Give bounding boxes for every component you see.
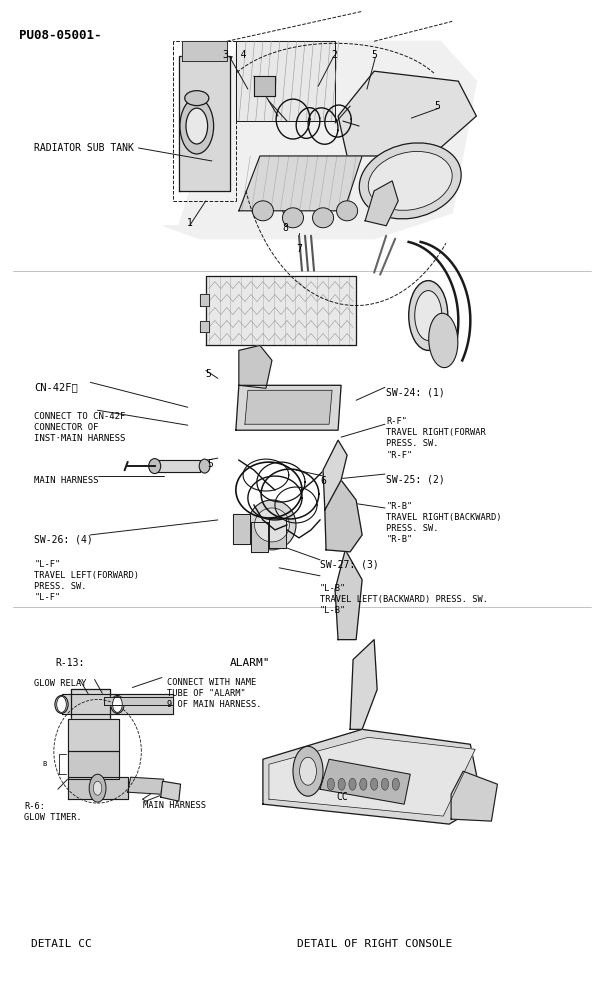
Polygon shape [323, 440, 347, 510]
Text: SW-26: (4): SW-26: (4) [34, 535, 93, 545]
Circle shape [360, 778, 367, 790]
Text: R-F"
TRAVEL RIGHT(FORWAR
PRESS. SW.
"R-F": R-F" TRAVEL RIGHT(FORWAR PRESS. SW. "R-F… [386, 417, 486, 460]
Text: GLOW RELAY: GLOW RELAY [34, 680, 87, 689]
Text: 8: 8 [283, 223, 289, 233]
Polygon shape [62, 694, 173, 714]
Text: "R-B"
TRAVEL RIGHT(BACKWARD)
PRESS. SW.
"R-B": "R-B" TRAVEL RIGHT(BACKWARD) PRESS. SW. … [386, 502, 502, 544]
Polygon shape [179, 56, 230, 191]
Polygon shape [68, 719, 118, 751]
Circle shape [338, 778, 345, 790]
Ellipse shape [409, 281, 448, 350]
Circle shape [349, 778, 356, 790]
Circle shape [293, 746, 323, 796]
Polygon shape [325, 480, 362, 552]
Polygon shape [251, 522, 268, 552]
Polygon shape [155, 460, 200, 472]
Text: RADIATOR SUB TANK: RADIATOR SUB TANK [34, 143, 134, 153]
Polygon shape [245, 390, 332, 424]
Text: R-6:
GLOW TIMER.: R-6: GLOW TIMER. [24, 802, 82, 822]
Text: R-13:: R-13: [56, 658, 85, 668]
Polygon shape [338, 71, 477, 156]
Polygon shape [161, 781, 181, 801]
Polygon shape [200, 294, 209, 306]
Text: 5: 5 [371, 50, 377, 60]
Polygon shape [71, 689, 109, 779]
Polygon shape [320, 759, 410, 804]
Polygon shape [233, 514, 249, 544]
Text: B: B [42, 761, 47, 767]
Text: PU08-05001-: PU08-05001- [19, 29, 102, 42]
Ellipse shape [415, 291, 442, 340]
Text: ALARM": ALARM" [230, 658, 271, 668]
Text: CONNECT WITH NAME
TUBE OF "ALARM"
9 OF MAIN HARNESS.: CONNECT WITH NAME TUBE OF "ALARM" 9 OF M… [167, 678, 261, 709]
Polygon shape [239, 345, 272, 388]
Polygon shape [236, 41, 335, 121]
Polygon shape [182, 41, 227, 61]
Text: 5: 5 [207, 459, 213, 469]
Polygon shape [68, 751, 118, 779]
Text: SW-25: (2): SW-25: (2) [386, 474, 445, 484]
Text: "L-B"
TRAVEL LEFT(BACKWARD) PRESS. SW.
"L-B": "L-B" TRAVEL LEFT(BACKWARD) PRESS. SW. "… [320, 584, 488, 615]
Text: CONNECT TO CN-42F
CONNECTOR OF
INST·MAIN HARNESS: CONNECT TO CN-42F CONNECTOR OF INST·MAIN… [34, 412, 126, 443]
Ellipse shape [55, 695, 68, 713]
Text: SW-27: (3): SW-27: (3) [320, 560, 379, 570]
Circle shape [327, 778, 335, 790]
Text: DETAIL CC: DETAIL CC [31, 939, 92, 949]
Ellipse shape [185, 91, 209, 106]
Ellipse shape [252, 201, 274, 221]
Polygon shape [236, 385, 341, 430]
Text: CC: CC [336, 792, 349, 802]
Text: 6: 6 [320, 476, 326, 486]
Polygon shape [269, 737, 475, 816]
Polygon shape [239, 156, 362, 211]
Polygon shape [164, 41, 477, 239]
Polygon shape [254, 76, 275, 96]
Text: "L-F"
TRAVEL LEFT(FORWARD)
PRESS. SW.
"L-F": "L-F" TRAVEL LEFT(FORWARD) PRESS. SW. "L… [34, 560, 140, 602]
Ellipse shape [336, 201, 358, 221]
Circle shape [392, 778, 399, 790]
Text: 3, 4: 3, 4 [223, 50, 246, 60]
Circle shape [112, 696, 122, 712]
Circle shape [381, 778, 388, 790]
Circle shape [370, 778, 378, 790]
Circle shape [94, 781, 102, 795]
Text: MAIN HARNESS: MAIN HARNESS [34, 476, 99, 485]
Circle shape [57, 696, 66, 712]
Text: 1: 1 [187, 218, 193, 228]
Text: 5: 5 [206, 369, 211, 379]
Polygon shape [350, 640, 377, 729]
Polygon shape [451, 771, 498, 821]
Text: DETAIL OF RIGHT CONSOLE: DETAIL OF RIGHT CONSOLE [297, 939, 452, 949]
Ellipse shape [368, 151, 452, 210]
Text: 7: 7 [296, 244, 302, 254]
Ellipse shape [199, 459, 210, 473]
Text: CN-42F〇: CN-42F〇 [34, 382, 78, 392]
Polygon shape [263, 729, 483, 824]
Text: SW-24: (1): SW-24: (1) [386, 387, 445, 397]
Polygon shape [269, 518, 286, 548]
Ellipse shape [254, 508, 289, 542]
Polygon shape [200, 320, 209, 332]
Ellipse shape [283, 208, 303, 228]
Ellipse shape [359, 143, 461, 219]
Polygon shape [127, 777, 164, 794]
Polygon shape [365, 181, 398, 226]
Ellipse shape [429, 313, 458, 368]
Polygon shape [104, 697, 173, 705]
Text: MAIN HARNESS: MAIN HARNESS [143, 801, 206, 810]
Ellipse shape [149, 459, 161, 474]
Polygon shape [335, 550, 362, 640]
Ellipse shape [111, 695, 124, 713]
Polygon shape [206, 276, 356, 345]
Circle shape [186, 108, 208, 144]
Text: 2: 2 [331, 50, 337, 60]
Circle shape [300, 757, 316, 785]
Polygon shape [68, 777, 127, 799]
Circle shape [180, 98, 214, 154]
Ellipse shape [248, 500, 296, 550]
Text: 5: 5 [434, 101, 440, 111]
Ellipse shape [312, 208, 333, 228]
Circle shape [89, 774, 106, 802]
